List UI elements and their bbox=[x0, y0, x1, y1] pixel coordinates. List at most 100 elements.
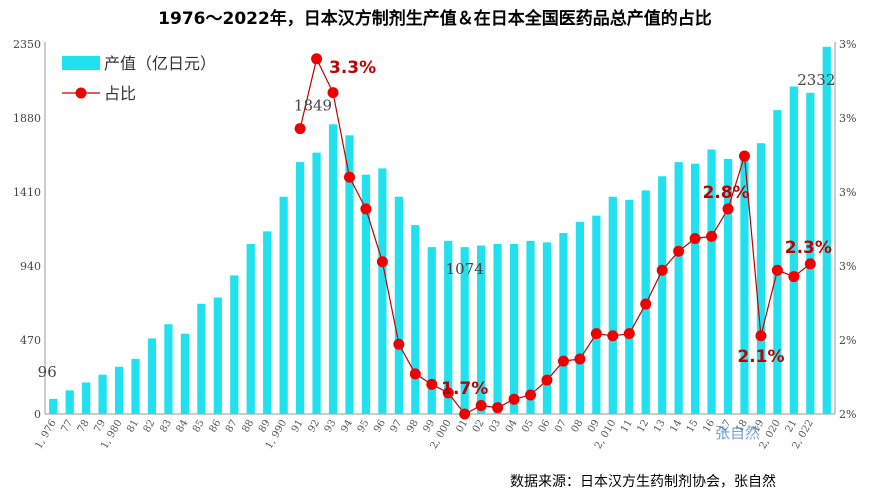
legend: 产值（亿日元） 占比 bbox=[62, 54, 216, 103]
bar bbox=[147, 338, 157, 414]
bar bbox=[658, 176, 667, 414]
left-axis-tick-label: 940 bbox=[20, 260, 41, 273]
line-point bbox=[623, 328, 635, 340]
x-axis-tick-label: 21 bbox=[784, 418, 800, 435]
line-point bbox=[492, 402, 504, 414]
line-point bbox=[804, 258, 816, 270]
bar bbox=[312, 152, 321, 414]
x-axis-tick-label: 92 bbox=[306, 418, 322, 435]
left-axis-tick-label: 2350 bbox=[13, 38, 41, 51]
bar bbox=[263, 231, 272, 414]
line-point bbox=[409, 368, 421, 380]
bar bbox=[592, 215, 601, 414]
bar bbox=[559, 232, 568, 414]
x-axis-tick-label: 14 bbox=[668, 418, 684, 435]
bar bbox=[625, 199, 634, 414]
source-note: 数据来源：日本汉方生药制剂协会，张自然 bbox=[510, 473, 776, 490]
line-point bbox=[294, 123, 306, 135]
bar bbox=[773, 110, 782, 415]
bar bbox=[723, 158, 733, 414]
line-point bbox=[607, 330, 619, 342]
share-line bbox=[299, 57, 811, 415]
bar-data-label: 1074 bbox=[446, 260, 484, 278]
bar bbox=[114, 366, 124, 414]
bar bbox=[542, 242, 552, 414]
bar bbox=[295, 162, 305, 414]
bar bbox=[131, 358, 140, 414]
bar bbox=[427, 247, 436, 414]
legend-line-marker bbox=[75, 87, 87, 99]
line-point bbox=[393, 338, 405, 350]
x-axis-tick-label: 91 bbox=[290, 418, 306, 435]
line-point bbox=[459, 408, 471, 420]
x-axis-tick-label: 78 bbox=[76, 418, 92, 435]
bar bbox=[690, 163, 700, 414]
bar bbox=[378, 168, 387, 414]
bar bbox=[674, 162, 683, 414]
percent-data-label: 1.7% bbox=[441, 379, 488, 399]
legend-line-label: 占比 bbox=[104, 84, 136, 103]
x-axis-tick-label: 1, 976 bbox=[33, 418, 58, 451]
data-labels: 96 1849 1074 2332 3.3% 1.7% 2.8% 2.1% 2.3% bbox=[38, 58, 836, 399]
line-point bbox=[343, 171, 355, 183]
bar bbox=[361, 174, 371, 414]
x-axis-tick-label: 86 bbox=[208, 418, 224, 435]
line-point bbox=[689, 233, 701, 245]
x-axis-tick-label: 79 bbox=[92, 418, 108, 435]
line-point bbox=[327, 87, 339, 99]
percent-data-label: 3.3% bbox=[329, 58, 376, 78]
bar bbox=[509, 243, 519, 414]
x-axis-tick-label: 11 bbox=[619, 418, 635, 435]
x-axis-tick-label: 98 bbox=[405, 418, 421, 435]
x-axis-tick-label: 88 bbox=[240, 418, 256, 435]
bar bbox=[460, 247, 469, 414]
x-axis-tick-label: 93 bbox=[323, 418, 339, 435]
chart-title: 1976～2022年，日本汉方制剂生产值＆在日本全国医药品总产值的占比 bbox=[158, 8, 712, 29]
watermark: 张自然 bbox=[715, 424, 760, 442]
bar bbox=[789, 86, 798, 415]
bar bbox=[279, 196, 288, 414]
line-point bbox=[376, 256, 388, 268]
left-axis-tick-label: 1880 bbox=[13, 112, 41, 125]
x-axis-tick-label: 96 bbox=[372, 418, 388, 435]
x-axis-tick-label: 04 bbox=[504, 418, 520, 435]
x-axis-tick-label: 08 bbox=[570, 418, 586, 435]
line-point bbox=[475, 400, 487, 412]
right-axis-tick-label: 3% bbox=[839, 260, 856, 273]
x-axis-tick-label: 95 bbox=[356, 418, 372, 435]
line-point bbox=[311, 53, 323, 65]
x-axis-tick-label: 05 bbox=[520, 418, 536, 435]
x-axis-tick-label: 84 bbox=[175, 418, 191, 435]
bar bbox=[411, 225, 420, 414]
line-point bbox=[442, 387, 454, 399]
line-point bbox=[771, 264, 783, 276]
bar bbox=[328, 124, 338, 414]
bar bbox=[756, 143, 766, 415]
x-axis-tick-label: 13 bbox=[652, 418, 668, 435]
x-axis-tick-label: 99 bbox=[421, 418, 437, 435]
x-axis-tick-label: 97 bbox=[389, 418, 405, 435]
right-axis-tick-label: 2% bbox=[839, 334, 856, 347]
bar bbox=[608, 196, 617, 414]
bar bbox=[65, 390, 74, 414]
percent-data-label: 2.3% bbox=[785, 238, 832, 258]
bar bbox=[806, 92, 815, 415]
right-axis-tick-label: 3% bbox=[839, 38, 856, 51]
bar bbox=[822, 46, 831, 414]
x-axis-tick-label: 89 bbox=[257, 418, 273, 435]
line-point bbox=[541, 374, 553, 386]
bar bbox=[197, 303, 206, 414]
x-axis-tick-label: 82 bbox=[142, 418, 158, 435]
left-axis-tick-label: 0 bbox=[34, 408, 41, 421]
bar bbox=[493, 243, 502, 414]
bar bbox=[98, 374, 107, 414]
line-point bbox=[738, 150, 750, 162]
right-axis-tick-label: 3% bbox=[839, 186, 856, 199]
bar bbox=[82, 382, 91, 414]
bar bbox=[444, 240, 453, 414]
x-axis-tick-label: 03 bbox=[487, 418, 503, 435]
bar bbox=[213, 297, 222, 414]
line-point bbox=[788, 271, 800, 283]
x-axis-tick-label: 02 bbox=[471, 418, 487, 435]
